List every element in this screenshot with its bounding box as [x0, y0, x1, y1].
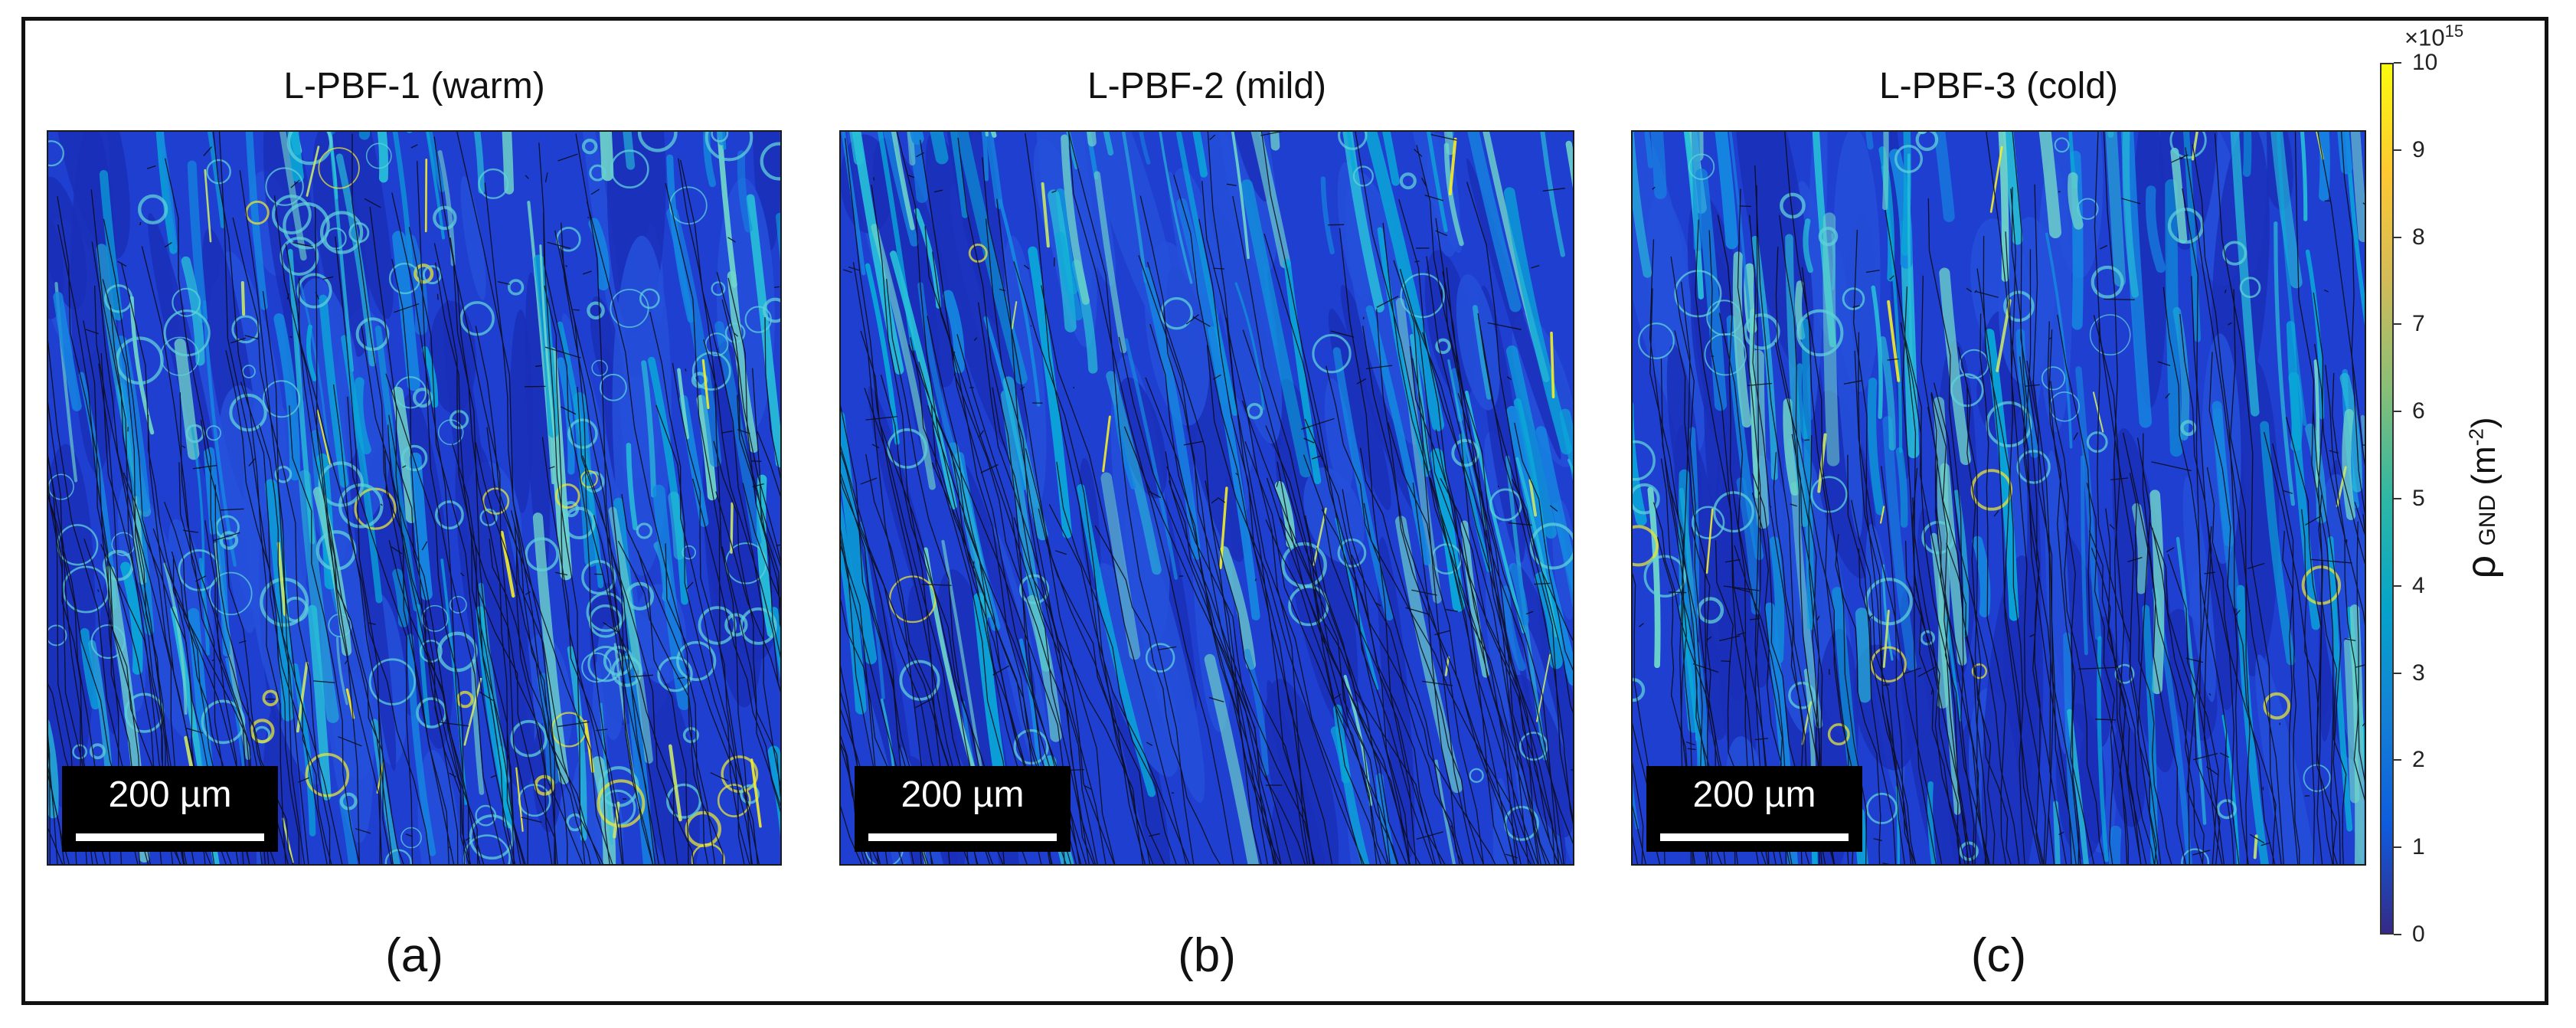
colorbar-label: ρ GND (m-2): [2457, 417, 2505, 579]
colorbar-label-unit-close: ): [2465, 417, 2502, 429]
colorbar-tick-label: 10: [2412, 50, 2438, 75]
panel-title: L-PBF-1 (warm): [283, 66, 545, 106]
colorbar-tick-mark: [2394, 236, 2401, 238]
scale-bar: 200 µm: [62, 766, 278, 852]
colorbar-tick-mark: [2394, 411, 2401, 413]
panel-title: L-PBF-3 (cold): [1878, 66, 2119, 106]
colorbar-tick-label: 2: [2412, 747, 2425, 773]
colorbar-label-unit: (m: [2465, 446, 2502, 486]
colorbar-tick-label: 1: [2412, 834, 2425, 860]
scale-bar-line: [868, 833, 1057, 841]
colorbar-tick-mark: [2394, 934, 2401, 935]
colorbar-tick-label: 8: [2412, 224, 2425, 250]
colorbar-label-subscript: GND: [2475, 494, 2500, 546]
panel-a: L-PBF-1 (warm) 200 µm (a): [47, 21, 782, 1009]
gnd-density-map: 200 µm: [839, 130, 1574, 866]
colorbar-label-symbol: ρ: [2458, 555, 2504, 579]
colorbar-exponent: ×1015: [2404, 21, 2463, 51]
gnd-map-image: [841, 132, 1573, 864]
colorbar-label-unit-power: -2: [2464, 428, 2488, 447]
scale-bar: 200 µm: [855, 766, 1071, 852]
scale-bar-line: [1660, 833, 1849, 841]
colorbar-tick-label: 6: [2412, 398, 2425, 424]
colorbar-tick-mark: [2394, 846, 2401, 849]
colorbar-tick-mark: [2394, 759, 2401, 761]
scale-bar-label: 200 µm: [108, 774, 232, 815]
gnd-density-map: 200 µm: [47, 130, 782, 866]
colorbar-tick-mark: [2394, 584, 2401, 587]
colorbar-tick-label: 5: [2412, 486, 2425, 511]
colorbar-exponent-power: 15: [2444, 21, 2464, 41]
colorbar-tick-label: 0: [2412, 922, 2425, 947]
colorbar-exponent-base: ×10: [2404, 24, 2445, 51]
scale-bar: 200 µm: [1646, 766, 1862, 852]
colorbar-tick-mark: [2394, 62, 2401, 64]
colorbar-tick-mark: [2394, 149, 2401, 151]
colorbar-tick-label: 9: [2412, 136, 2425, 162]
figure-frame: L-PBF-1 (warm) 200 µm (a) L-PBF-2 (mild)…: [21, 17, 2548, 1005]
colorbar-tick-mark: [2394, 323, 2401, 326]
scale-bar-label: 200 µm: [1692, 774, 1816, 815]
colorbar-tick-label: 4: [2412, 572, 2425, 598]
gnd-density-map: 200 µm: [1631, 130, 2366, 866]
scale-bar-line: [76, 833, 264, 841]
panel-caption: (c): [1970, 929, 2027, 982]
scale-bar-label: 200 µm: [901, 774, 1025, 815]
colorbar-tick-label: 7: [2412, 311, 2425, 337]
panel-c: L-PBF-3 (cold) 200 µm (c): [1631, 21, 2366, 1009]
panel-caption: (a): [385, 929, 443, 982]
colorbar: [2380, 63, 2394, 935]
colorbar-tick-label: 3: [2412, 660, 2425, 686]
panel-caption: (b): [1178, 929, 1236, 982]
panel-b: L-PBF-2 (mild) 200 µm (b): [839, 21, 1574, 1009]
gnd-map-image: [1633, 132, 2365, 864]
gnd-map-image: [48, 132, 780, 864]
panel-title: L-PBF-2 (mild): [1087, 66, 1327, 106]
colorbar-tick-mark: [2394, 672, 2401, 674]
colorbar-tick-mark: [2394, 498, 2401, 499]
